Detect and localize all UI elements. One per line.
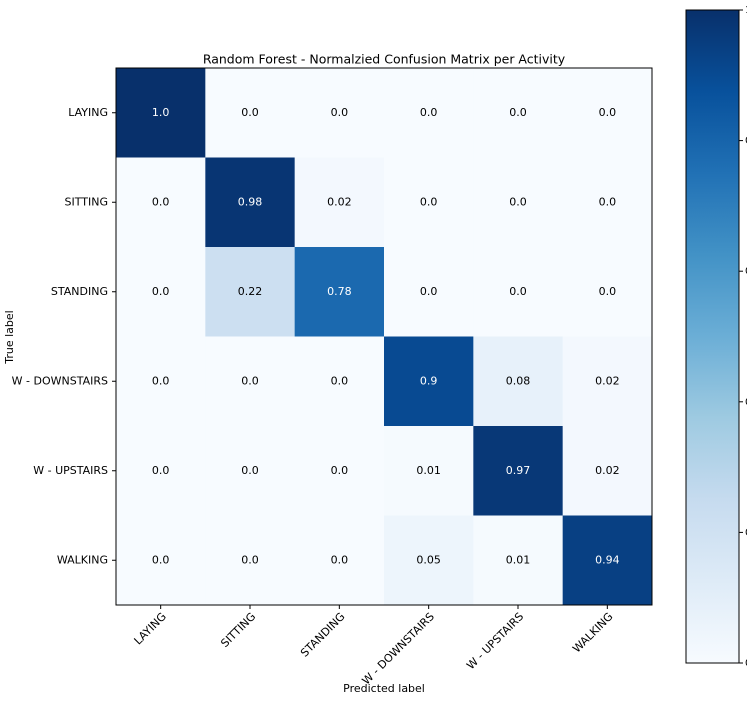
heatmap-cell xyxy=(294,247,385,337)
heatmap-cell xyxy=(562,336,653,427)
cell-label: 1.0 xyxy=(152,106,170,119)
cell-label: 0.0 xyxy=(331,464,349,477)
y-tick-label: STANDING xyxy=(51,285,108,298)
heatmap-cell xyxy=(473,426,564,516)
heatmap-cell xyxy=(294,515,385,606)
heatmap-cell xyxy=(205,515,296,606)
cell-label: 0.94 xyxy=(595,553,620,566)
x-tick-label: SITTING xyxy=(218,610,258,650)
x-axis-label: Predicted label xyxy=(343,682,425,695)
heatmap-cell xyxy=(562,515,653,606)
heatmap-cell xyxy=(205,68,296,158)
colorbar-tick-label: 0.8 xyxy=(745,136,747,147)
colorbar-tick-label: 0.6 xyxy=(745,266,747,277)
cell-label: 0.0 xyxy=(152,285,170,298)
cell-label: 0.02 xyxy=(595,464,620,477)
heatmap-cell xyxy=(116,68,206,158)
heatmap-cell xyxy=(116,515,206,606)
heatmap-cell xyxy=(384,515,474,606)
cell-label: 0.0 xyxy=(509,195,527,208)
heatmap-cell xyxy=(384,426,474,516)
plot-frame xyxy=(115,67,653,606)
heatmap-cell xyxy=(473,247,564,337)
y-tick-label: W - DOWNSTAIRS xyxy=(12,374,108,387)
colorbar-tick-label: 0.0 xyxy=(745,658,747,669)
heatmap-cell xyxy=(294,157,385,248)
cell-label: 0.0 xyxy=(420,195,438,208)
cell-label: 0.0 xyxy=(152,553,170,566)
x-tick-label: WALKING xyxy=(570,610,615,655)
heatmap-cell xyxy=(205,336,296,427)
y-tick-label: LAYING xyxy=(68,106,108,119)
heatmap-cell xyxy=(294,426,385,516)
cell-label: 0.0 xyxy=(331,106,349,119)
cell-label: 0.01 xyxy=(416,464,441,477)
heatmap-cell xyxy=(562,157,653,248)
heatmap-cell xyxy=(473,515,564,606)
cell-label: 0.0 xyxy=(599,106,617,119)
chart-title: Random Forest - Normalzied Confusion Mat… xyxy=(203,52,566,67)
x-tick-label: W - DOWNSTAIRS xyxy=(360,610,437,687)
heatmap-cell xyxy=(384,336,474,427)
cell-label: 0.98 xyxy=(238,195,263,208)
heatmap-cell xyxy=(294,336,385,427)
y-tick-label: W - UPSTAIRS xyxy=(33,464,108,477)
cell-label: 0.0 xyxy=(599,285,617,298)
cell-label: 0.0 xyxy=(331,553,349,566)
x-tick-label: STANDING xyxy=(298,610,348,660)
heatmap-cell xyxy=(562,247,653,337)
heatmap-cell xyxy=(473,157,564,248)
heatmap-cell xyxy=(562,68,653,158)
cell-label: 0.0 xyxy=(241,106,259,119)
heatmap-cell xyxy=(384,68,474,158)
cell-label: 0.02 xyxy=(327,195,352,208)
colorbar-tick-label: 0.4 xyxy=(745,397,747,408)
colorbar-tick-label: 0.2 xyxy=(745,527,747,538)
cell-label: 0.0 xyxy=(241,464,259,477)
cell-label: 0.01 xyxy=(506,553,531,566)
cell-label: 0.0 xyxy=(509,106,527,119)
cell-label: 0.08 xyxy=(506,374,531,387)
cell-label: 0.0 xyxy=(241,374,259,387)
heatmap-cell xyxy=(473,336,564,427)
y-tick-label: WALKING xyxy=(57,553,108,566)
cell-label: 0.0 xyxy=(420,106,438,119)
cell-label: 0.02 xyxy=(595,374,620,387)
cell-label: 0.78 xyxy=(327,285,352,298)
cell-label: 0.0 xyxy=(509,285,527,298)
cell-label: 0.0 xyxy=(152,195,170,208)
cell-label: 0.0 xyxy=(152,374,170,387)
heatmap-cell xyxy=(562,426,653,516)
heatmap-cell xyxy=(116,157,206,248)
heatmap-cell xyxy=(294,68,385,158)
cell-label: 0.0 xyxy=(420,285,438,298)
heatmap-cell xyxy=(205,247,296,337)
heatmap-cell xyxy=(384,157,474,248)
y-axis-label: True label xyxy=(3,310,16,364)
cell-label: 0.05 xyxy=(416,553,441,566)
cell-label: 0.0 xyxy=(152,464,170,477)
heatmap-cell xyxy=(116,247,206,337)
cell-label: 0.9 xyxy=(420,374,438,387)
cell-label: 0.22 xyxy=(238,285,263,298)
colorbar-tick-label: 1.0 xyxy=(745,5,747,16)
y-tick-label: SITTING xyxy=(65,195,108,208)
cell-label: 0.0 xyxy=(331,374,349,387)
heatmap-cell xyxy=(205,426,296,516)
cell-label: 0.0 xyxy=(241,553,259,566)
heatmap-cell xyxy=(205,157,296,248)
x-tick-label: W - UPSTAIRS xyxy=(464,610,526,672)
cell-label: 0.97 xyxy=(506,464,531,477)
heatmap-cell xyxy=(116,336,206,427)
heatmap-cell xyxy=(473,68,564,158)
x-tick-label: LAYING xyxy=(132,610,169,647)
heatmap-cell xyxy=(116,426,206,516)
heatmap-cell xyxy=(384,247,474,337)
cell-label: 0.0 xyxy=(599,195,617,208)
colorbar xyxy=(685,9,740,664)
